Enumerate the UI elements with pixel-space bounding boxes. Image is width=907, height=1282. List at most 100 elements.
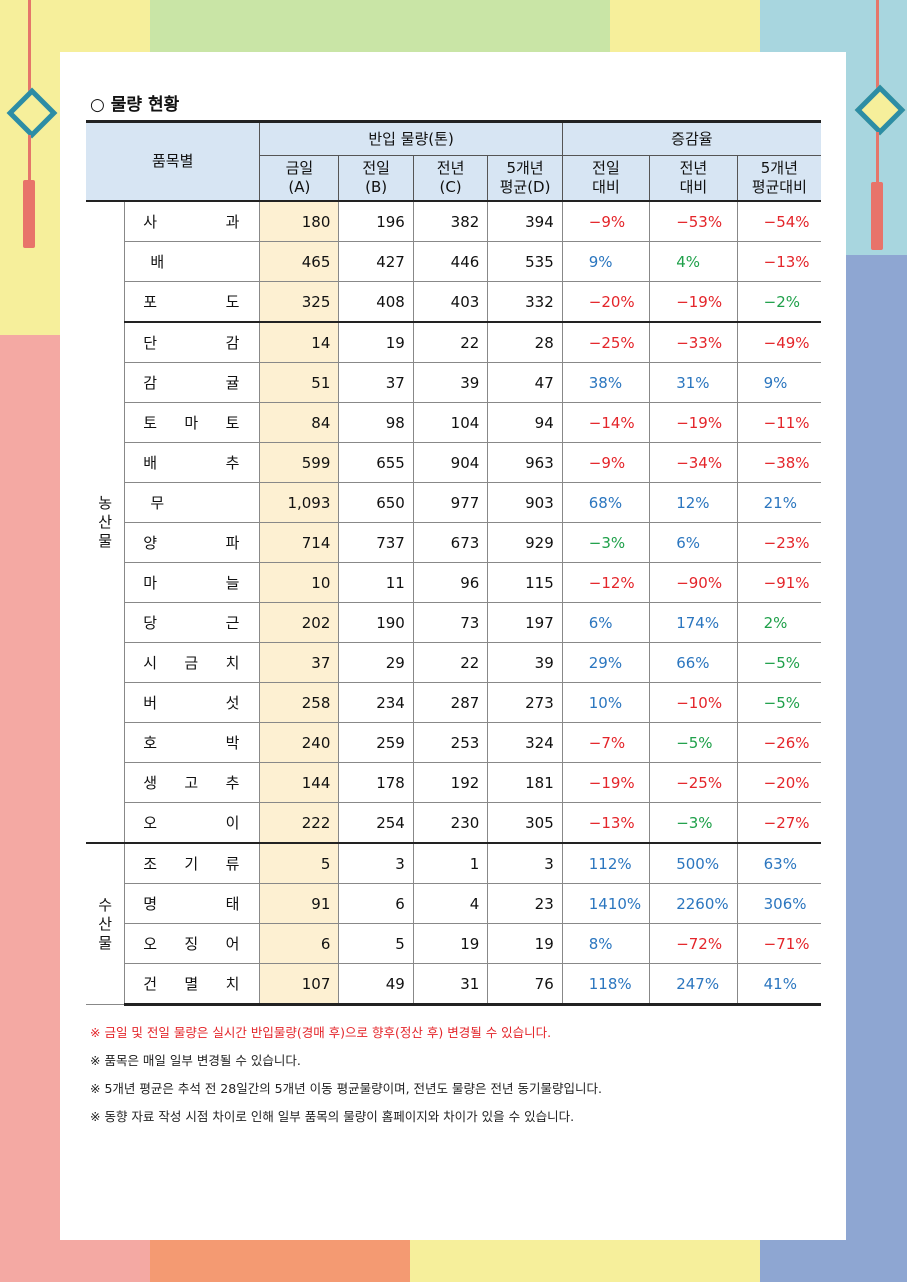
cell-avg5: 273 <box>487 682 563 723</box>
cell-today: 51 <box>259 362 340 403</box>
cell-prev-year: 382 <box>412 200 489 242</box>
cell-rate-year: 6% <box>649 522 738 563</box>
table-row: 포 도 325 408 403 332 −20% −19% −2% <box>86 281 821 323</box>
cell-today: 180 <box>259 200 340 242</box>
cell-avg5: 324 <box>487 722 563 763</box>
cell-rate-day: −9% <box>561 442 651 483</box>
cell-prev-day: 427 <box>338 241 414 282</box>
cell-avg5: 28 <box>487 321 563 363</box>
cell-prev-year: 673 <box>412 522 489 563</box>
cell-rate-year: −10% <box>649 682 738 723</box>
cell-rate-year: 500% <box>649 842 738 884</box>
cell-rate-day: −19% <box>561 762 651 803</box>
cell-rate-avg: −54% <box>736 200 821 242</box>
table-row: 오 이 222 254 230 305 −13% −3% −27% <box>86 802 821 844</box>
table-row: 무 1,093 650 977 903 68% 12% 21% <box>86 482 821 523</box>
cell-rate-avg: −5% <box>736 642 821 683</box>
cell-avg5: 903 <box>487 482 563 523</box>
cell-prev-year: 104 <box>412 402 489 443</box>
volume-table: 품목별 반입 물량(톤) 증감율 금일 (A) 전일 (B) 전년 (C) 5개년 평균… <box>86 120 821 1006</box>
table-header: 품목별 반입 물량(톤) 증감율 금일 (A) 전일 (B) 전년 (C) 5개년 평균… <box>86 121 821 202</box>
norigae-ornament-left <box>6 0 58 250</box>
background-panel <box>150 0 610 55</box>
cell-prev-day: 178 <box>338 762 414 803</box>
cell-rate-year: −5% <box>649 722 738 763</box>
cell-prev-day: 29 <box>338 642 414 683</box>
cell-rate-day: −25% <box>561 321 651 363</box>
cell-rate-year: 12% <box>649 482 738 523</box>
cell-prev-day: 3 <box>338 842 414 884</box>
col-header-avg5: 5개년 평균(D) <box>487 155 563 202</box>
cell-rate-avg: 63% <box>736 842 821 884</box>
table-row: 당 근 202 190 73 197 6% 174% 2% <box>86 602 821 643</box>
cell-rate-year: −72% <box>649 923 738 964</box>
cell-prev-day: 655 <box>338 442 414 483</box>
cell-prev-year: 96 <box>412 562 489 603</box>
cell-prev-year: 31 <box>412 963 489 1006</box>
table-row: 농 산 물 사 과 180 196 382 394 −9% −53% −54% <box>86 200 821 844</box>
background-panel <box>610 0 760 55</box>
cell-today: 10 <box>259 562 340 603</box>
cell-rate-avg: −91% <box>736 562 821 603</box>
cell-rate-day: 118% <box>561 963 651 1006</box>
cell-rate-year: −33% <box>649 321 738 363</box>
cell-today: 258 <box>259 682 340 723</box>
cell-prev-day: 259 <box>338 722 414 763</box>
table-row: 토 마 토 84 98 104 94 −14% −19% −11% <box>86 402 821 443</box>
cell-rate-avg: −20% <box>736 762 821 803</box>
cell-rate-day: 6% <box>561 602 651 643</box>
cell-rate-day: −7% <box>561 722 651 763</box>
table-row: 건 멸 치 107 49 31 76 118% 247% 41% <box>86 963 821 1006</box>
table-row: 오 징 어 6 5 19 19 8% −72% −71% <box>86 923 821 964</box>
table-row: 명 태 91 6 4 23 1410% 2260% 306% <box>86 883 821 924</box>
cell-prev-year: 39 <box>412 362 489 403</box>
cell-prev-day: 37 <box>338 362 414 403</box>
cell-today: 84 <box>259 402 340 443</box>
cell-avg5: 115 <box>487 562 563 603</box>
cell-today: 714 <box>259 522 340 563</box>
cell-prev-day: 6 <box>338 883 414 924</box>
cell-today: 14 <box>259 321 340 363</box>
cell-prev-year: 1 <box>412 842 489 884</box>
item-name: 무 <box>124 482 261 523</box>
cell-rate-day: 8% <box>561 923 651 964</box>
document-sheet: ○ 물량 현황 품목별 반입 물량(톤) 증감율 금일 (A) 전일 (B) 전년(… <box>60 52 846 1240</box>
cell-prev-year: 977 <box>412 482 489 523</box>
cell-rate-year: 2260% <box>649 883 738 924</box>
cell-rate-year: −25% <box>649 762 738 803</box>
section-title: ○ 물량 현황 <box>90 95 180 115</box>
cell-rate-year: 66% <box>649 642 738 683</box>
cell-rate-year: −19% <box>649 281 738 323</box>
col-header-prev-day: 전일 (B) <box>338 155 414 202</box>
cell-avg5: 23 <box>487 883 563 924</box>
col-header-today: 금일 (A) <box>259 155 340 202</box>
cell-avg5: 94 <box>487 402 563 443</box>
cell-prev-year: 73 <box>412 602 489 643</box>
cell-today: 222 <box>259 802 340 844</box>
cell-rate-day: −20% <box>561 281 651 323</box>
cell-prev-day: 5 <box>338 923 414 964</box>
table-row: 생 고 추 144 178 192 181 −19% −25% −20% <box>86 762 821 803</box>
cell-rate-day: −3% <box>561 522 651 563</box>
table-row: 수 산 물 조 기 류 5 3 1 3 112% 500% 63% <box>86 842 821 1005</box>
cell-avg5: 963 <box>487 442 563 483</box>
cell-prev-year: 22 <box>412 642 489 683</box>
cell-today: 465 <box>259 241 340 282</box>
cell-rate-day: 1410% <box>561 883 651 924</box>
cell-prev-day: 49 <box>338 963 414 1006</box>
cell-today: 599 <box>259 442 340 483</box>
norigae-ornament-right <box>854 0 906 250</box>
cell-prev-year: 287 <box>412 682 489 723</box>
cell-rate-day: −14% <box>561 402 651 443</box>
cell-rate-day: 29% <box>561 642 651 683</box>
